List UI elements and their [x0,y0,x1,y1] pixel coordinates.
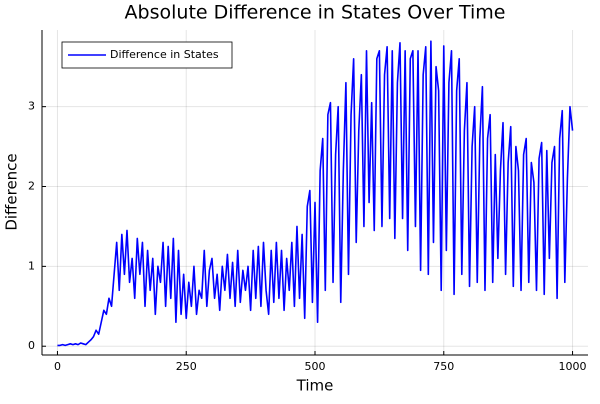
x-tick-label: 750 [433,360,454,373]
x-tick-label: 250 [176,360,197,373]
y-tick-label: 2 [28,180,35,193]
y-axis-label: Difference [3,153,21,230]
data-line [57,40,574,347]
x-axis-label: Time [296,377,334,395]
x-tick-label: 1000 [559,360,587,373]
y-tick-label: 0 [28,339,35,352]
x-tick-label: 500 [305,360,326,373]
legend-label: Difference in States [110,48,219,61]
y-tick-label: 3 [28,100,35,113]
chart-title: Absolute Difference in States Over Time [125,2,506,24]
y-tick-label: 1 [28,259,35,272]
x-tick-label: 0 [54,360,61,373]
